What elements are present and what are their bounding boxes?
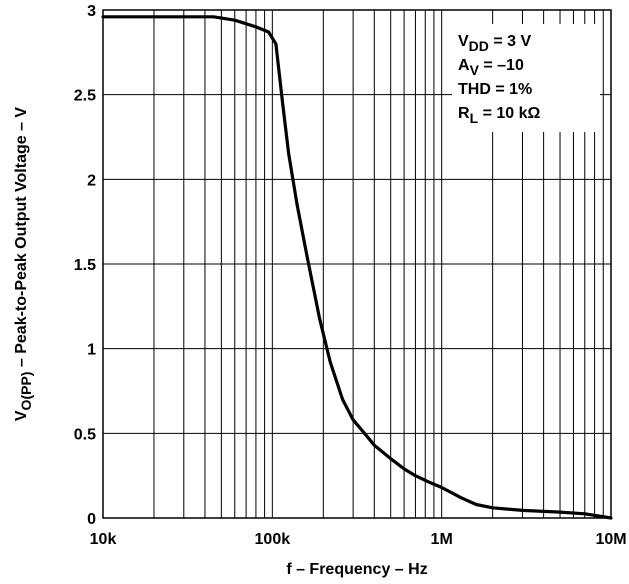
x-tick-labels: 10k 100k 1M 10M [90,531,627,548]
annotation-rest: = –10 [479,57,524,74]
annotation-main: V [458,33,469,50]
x-tick-label: 1M [431,531,453,548]
x-axis-label: f – Frequency – Hz [286,561,427,578]
plot-frame [102,9,612,519]
annotation-line: VDD = 3 V [458,33,531,54]
annotation-line: RL = 10 kΩ [458,105,541,126]
y-tick-label: 1.5 [74,257,96,274]
y-tick-label: 0 [87,511,96,528]
annotation-rest: = 3 V [489,33,532,50]
grid [103,10,611,518]
y-tick-label: 3 [87,3,96,20]
y-tick-label: 1 [87,342,96,359]
annotation-line: THD = 1% [458,81,532,98]
annotation-main: A [458,57,470,74]
x-tick-label: 100k [255,531,291,548]
annotation-sub: L [470,110,479,126]
series-line [101,15,613,520]
y-axis-label-prefix: V [13,410,30,421]
y-axis-label-sub: O(PP) [18,372,34,411]
annotation-background [452,24,600,132]
y-tick-label: 2 [87,172,96,189]
y-tick-labels: 0 0.5 1 1.5 2 2.5 3 [74,3,96,528]
y-axis-label: VO(PP) – Peak-to-Peak Output Voltage – V [13,107,34,422]
x-tick-label: 10M [595,531,626,548]
annotation-sub: V [470,62,480,78]
annotation-rest: = 10 kΩ [478,105,540,122]
y-tick-label: 0.5 [74,426,96,443]
annotation-main: THD = 1% [458,81,532,98]
y-tick-label: 2.5 [74,88,96,105]
annotation-sub: DD [469,38,489,54]
annotation-line: AV = –10 [458,57,524,78]
annotation-main: R [458,105,470,122]
x-tick-label: 10k [90,531,117,548]
y-axis-label-suffix: – Peak-to-Peak Output Voltage – V [13,107,30,372]
